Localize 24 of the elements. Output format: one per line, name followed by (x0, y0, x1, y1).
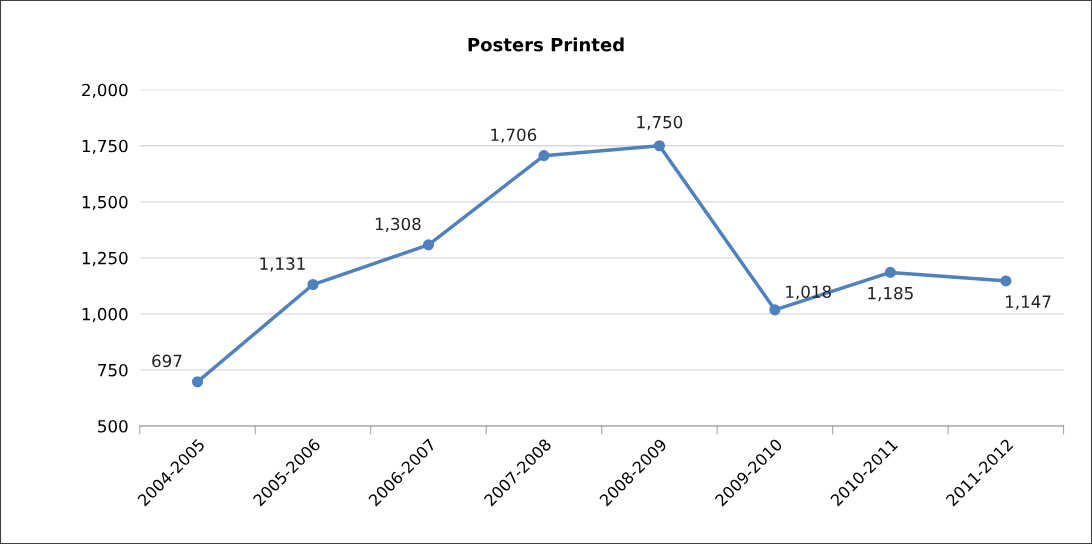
data-label: 1,018 (786, 285, 831, 300)
data-label: 1,750 (637, 115, 683, 131)
y-tick-label: 1,250 (82, 251, 128, 267)
data-label: 1,706 (491, 128, 537, 143)
y-tick-label: 1,000 (82, 307, 128, 323)
data-label: 1,185 (868, 286, 913, 302)
y-tick-label: 500 (98, 419, 128, 433)
point (307, 278, 319, 291)
y-tick-label: 2,000 (82, 83, 128, 99)
point (653, 140, 665, 152)
point (769, 304, 781, 316)
point (538, 150, 550, 162)
point (191, 376, 204, 388)
y-tick-label: 1,500 (82, 195, 128, 211)
data-label: 1,147 (1006, 295, 1051, 310)
chart-title: Posters Printed (468, 37, 624, 52)
data-label: 697 (152, 354, 182, 368)
data-label: 1,131 (260, 257, 305, 272)
point (884, 266, 896, 278)
point (1000, 275, 1012, 287)
point (422, 239, 435, 251)
data-label: 1,308 (375, 217, 421, 232)
y-tick-label: 750 (98, 363, 128, 377)
y-tick-label: 1,750 (82, 139, 128, 155)
